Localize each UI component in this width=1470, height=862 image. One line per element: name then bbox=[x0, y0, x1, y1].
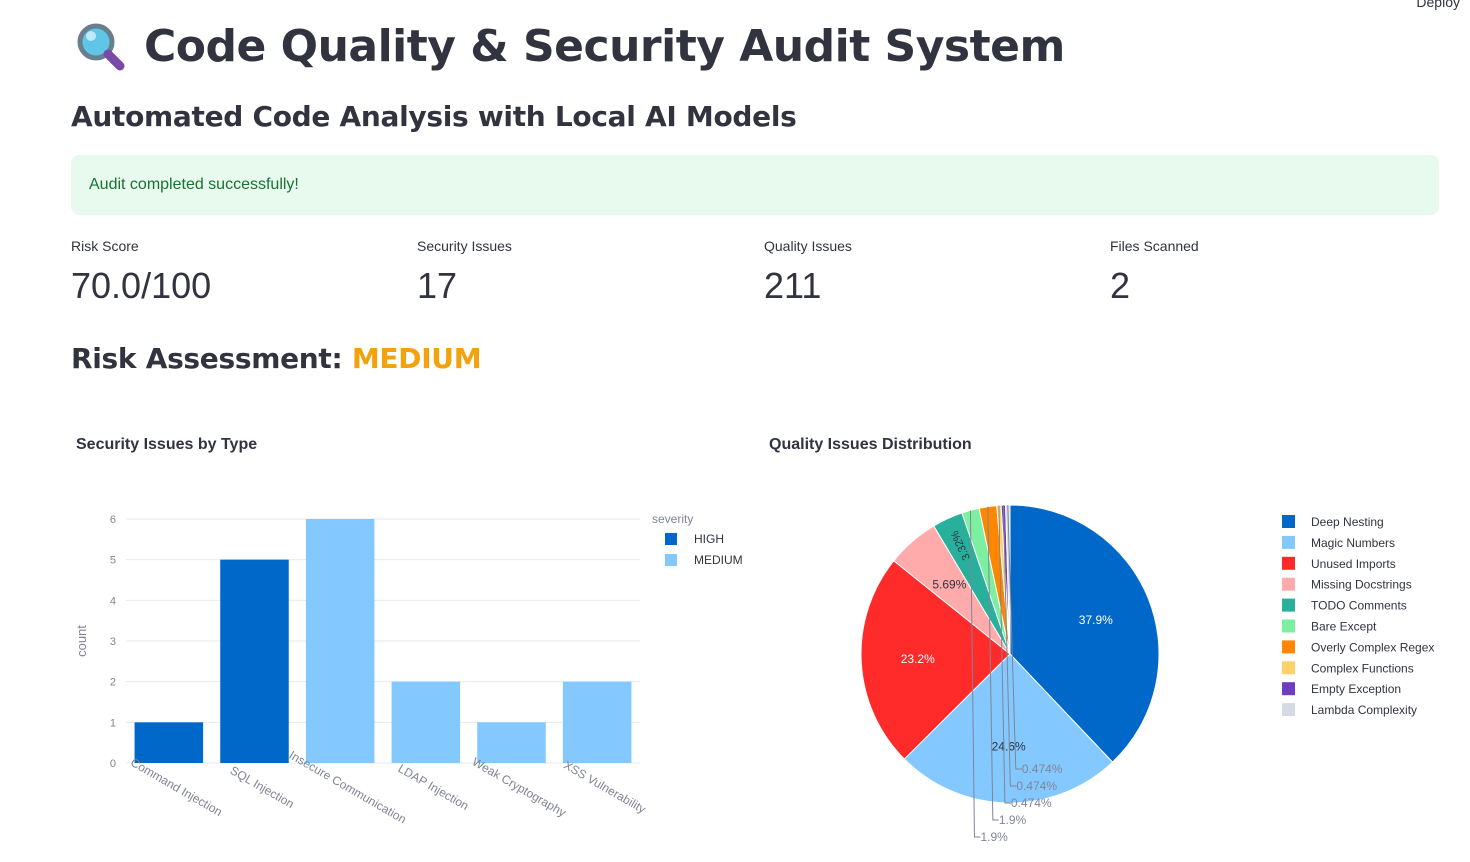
pie-slice[interactable] bbox=[860, 560, 1011, 760]
bar-high[interactable] bbox=[220, 559, 289, 763]
pie-slice-label: 1.9% bbox=[980, 830, 1008, 844]
bar-high[interactable] bbox=[134, 722, 204, 763]
legend-item-label[interactable]: Deep Nesting bbox=[1311, 515, 1384, 529]
metric-value: 17 bbox=[417, 265, 458, 306]
y-tick-label: 4 bbox=[110, 595, 116, 607]
pie-chart-title: Quality Issues Distribution bbox=[769, 436, 972, 453]
security-issues-bar-chart: 0 1 2 3 4 5 6 count Command Injection SQL Injecti… bbox=[74, 512, 743, 826]
legend-item-label[interactable]: TODO Comments bbox=[1311, 599, 1407, 613]
legend-swatch bbox=[1282, 577, 1295, 591]
legend-swatch bbox=[1282, 703, 1295, 717]
metric-label: Files Scanned bbox=[1110, 238, 1199, 254]
bar-medium[interactable] bbox=[562, 681, 632, 763]
metric-label: Risk Score bbox=[71, 238, 139, 254]
y-tick-label: 2 bbox=[110, 677, 116, 689]
legend-swatch bbox=[665, 554, 677, 566]
legend-item-label[interactable]: HIGH bbox=[694, 532, 724, 546]
pie-leader-line bbox=[1007, 505, 1022, 770]
metric-risk-score: Risk Score 70.0/100 bbox=[71, 238, 211, 304]
pie-leader-line bbox=[987, 506, 999, 821]
deploy-button[interactable]: Deploy bbox=[1416, 0, 1460, 10]
pie-leader-line bbox=[969, 510, 981, 838]
x-tick-label: XSS Vulnerability bbox=[561, 758, 648, 816]
pie-slice-label: 0.474% bbox=[1011, 796, 1052, 810]
legend-swatch bbox=[1282, 515, 1295, 528]
y-tick-label: 1 bbox=[110, 717, 116, 729]
bar-chart-title: Security Issues by Type bbox=[76, 436, 258, 453]
legend-item-label[interactable]: Bare Except bbox=[1311, 620, 1377, 634]
legend-swatch bbox=[665, 533, 677, 545]
risk-level: MEDIUM bbox=[351, 342, 482, 375]
legend-swatch bbox=[1282, 598, 1295, 612]
metric-value: 211 bbox=[764, 265, 822, 306]
pie-leader-line bbox=[998, 505, 1011, 804]
y-tick-label: 0 bbox=[110, 758, 116, 770]
pie-slice-label: 24.6% bbox=[992, 739, 1026, 753]
legend-swatch bbox=[1282, 640, 1295, 654]
quality-issues-pie-chart: 37.9%24.6%23.2%5.69%3.32%0.474%0.474%0.4… bbox=[860, 504, 1434, 844]
legend-swatch bbox=[1282, 556, 1295, 570]
success-alert-message: Audit completed successfully! bbox=[89, 176, 299, 193]
page-subtitle: Automated Code Analysis with Local AI Mo… bbox=[71, 100, 797, 133]
success-alert: Audit completed successfully! bbox=[71, 155, 1439, 215]
metric-label: Quality Issues bbox=[764, 238, 852, 254]
legend-item-label[interactable]: Empty Exception bbox=[1311, 682, 1401, 696]
legend-swatch bbox=[1282, 619, 1295, 633]
metric-label: Security Issues bbox=[417, 238, 512, 254]
metric-quality-issues: Quality Issues 211 bbox=[764, 238, 852, 304]
metric-value: 2 bbox=[1110, 265, 1131, 306]
y-axis-label: count bbox=[74, 625, 89, 657]
y-tick-label: 6 bbox=[110, 514, 116, 526]
metric-value: 70.0/100 bbox=[71, 265, 212, 306]
pie-slice-label: 23.2% bbox=[901, 652, 935, 666]
risk-assessment-heading: Risk Assessment: MEDIUM bbox=[71, 342, 482, 375]
x-tick-label: Weak Cryptography bbox=[470, 755, 569, 820]
legend-swatch bbox=[1282, 682, 1295, 696]
page-header: Code Quality & Security Audit System bbox=[72, 18, 1065, 74]
bar-medium[interactable] bbox=[305, 519, 375, 763]
metric-files-scanned: Files Scanned 2 bbox=[1110, 238, 1199, 304]
y-tick-label: 5 bbox=[110, 555, 116, 567]
x-tick-label: LDAP Injection bbox=[396, 761, 472, 813]
pie-slice-label: 0.474% bbox=[1016, 779, 1057, 793]
pie-leader-line bbox=[1002, 505, 1017, 787]
legend-swatch bbox=[1282, 535, 1295, 549]
pie-slice-label: 0.474% bbox=[1022, 762, 1063, 776]
metric-security-issues: Security Issues 17 bbox=[417, 238, 512, 304]
pie-slice[interactable] bbox=[1009, 504, 1160, 763]
legend-item-label[interactable]: Magic Numbers bbox=[1311, 536, 1395, 550]
legend-item-label[interactable]: Missing Docstrings bbox=[1311, 578, 1412, 592]
legend-item-label[interactable]: Lambda Complexity bbox=[1311, 703, 1417, 717]
legend-item-label[interactable]: Complex Functions bbox=[1311, 661, 1414, 675]
magnifying-glass-icon bbox=[77, 23, 125, 71]
bar-medium[interactable] bbox=[391, 681, 461, 763]
pie-slice-label: 5.69% bbox=[932, 577, 966, 591]
x-tick-label: SQL Injection bbox=[228, 763, 297, 811]
legend-item-label[interactable]: Overly Complex Regex bbox=[1311, 640, 1434, 654]
bar-medium[interactable] bbox=[477, 722, 546, 763]
legend-title: severity bbox=[652, 512, 693, 526]
legend-item-label[interactable]: Unused Imports bbox=[1311, 557, 1396, 571]
x-tick-label: Command Injection bbox=[128, 755, 225, 819]
risk-assessment-label: Risk Assessment: bbox=[71, 342, 352, 375]
pie-slice-label: 1.9% bbox=[999, 813, 1027, 827]
y-tick-label: 3 bbox=[110, 636, 116, 648]
legend-item-label[interactable]: MEDIUM bbox=[694, 553, 743, 567]
legend-swatch bbox=[1282, 661, 1295, 675]
page-title: Code Quality & Security Audit System bbox=[144, 20, 1065, 72]
pie-slice-label: 37.9% bbox=[1079, 613, 1113, 627]
